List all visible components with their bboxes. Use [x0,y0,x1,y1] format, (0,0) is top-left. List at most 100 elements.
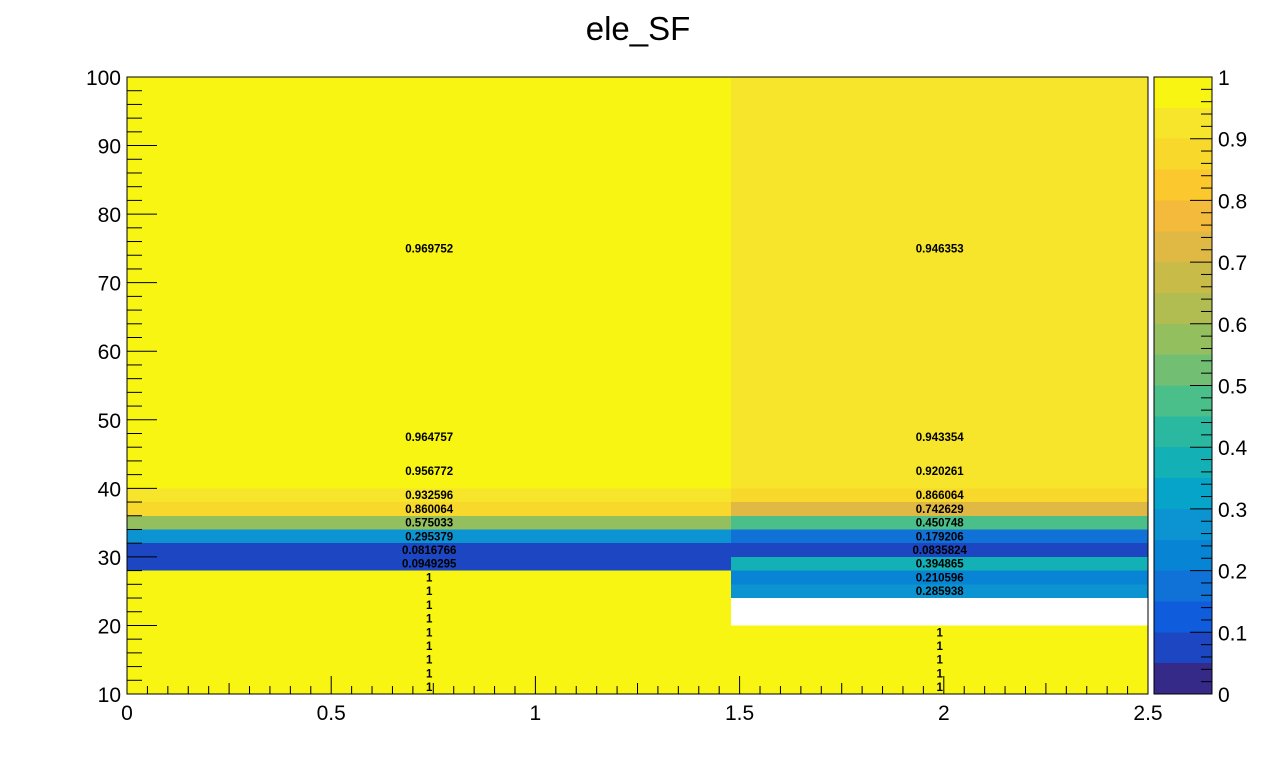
x-tick-label: 0 [121,702,133,725]
x-tick-label: 0.5 [317,702,346,725]
palette-swatch [1154,478,1212,509]
cell-value-label: 1 [937,641,944,653]
palette-swatch [1154,262,1212,293]
palette-swatch [1154,385,1212,417]
cell-value-label: 0.920261 [916,466,965,478]
heatmap-cell [731,584,1148,599]
cell-value-label: 0.295379 [405,531,453,543]
heatmap-cell [127,515,732,530]
x-tick-label: 1.5 [725,702,754,725]
cell-value-label: 1 [426,614,433,626]
palette-tick-label: 0.3 [1218,499,1247,522]
palette-swatch [1154,354,1212,386]
heatmap-cell [731,639,1148,653]
cell-value-label: 1 [426,682,433,694]
y-tick-label: 100 [86,67,121,90]
cell-value-label: 0.943354 [916,432,965,444]
palette-tick-label: 0.9 [1218,129,1247,152]
y-tick-label: 70 [98,273,121,296]
palette-swatch [1154,107,1212,139]
heatmap-cell [127,529,732,544]
cell-value-label: 0.285938 [916,586,965,598]
y-tick-label: 30 [98,547,121,570]
palette-swatch [1154,323,1212,355]
cell-value-label: 0.394865 [916,559,965,571]
cell-labels-layer: 1111111110.09492950.08167660.2953790.575… [402,243,967,694]
heatmap-cell [731,502,1148,516]
cell-value-label: 1 [426,600,433,612]
cell-value-label: 1 [937,655,944,667]
y-tick-label: 50 [98,410,121,433]
cell-value-label: 0.575033 [405,518,453,530]
cell-value-label: 0.0835824 [913,545,968,557]
palette-swatch [1154,77,1212,108]
heatmap-cell [731,543,1148,557]
heatmap-cell [731,529,1148,544]
heatmap-cell [127,556,732,571]
heatmap-cell [731,680,1148,694]
heatmap-cell [731,515,1148,530]
cell-value-label: 0.964757 [405,432,453,444]
heatmap-cell [127,598,732,612]
cell-value-label: 1 [426,641,433,653]
y-tick-label: 90 [98,136,121,159]
palette-swatch [1154,447,1212,479]
heatmap-cell [127,454,732,489]
palette-swatch [1154,169,1212,201]
cell-value-label: 0.179206 [916,531,964,543]
palette-swatch [1154,138,1212,170]
heatmap-cell [127,584,732,599]
heatmap-cell [731,556,1148,571]
x-tick-label: 1 [530,702,542,725]
palette-tick-label: 0.6 [1218,314,1247,337]
palette-tick-label: 0.1 [1218,622,1247,645]
cell-value-label: 0.956772 [405,466,453,478]
cell-value-label: 0.946353 [916,243,964,255]
cells-layer [127,77,1148,694]
heatmap-cell [731,625,1148,640]
palette-swatch [1154,416,1212,448]
y-tick-label: 10 [98,684,121,707]
chart-title: ele_SF [586,10,691,47]
cell-value-label: 0.210596 [916,572,964,584]
palette-tick-label: 1 [1218,67,1230,90]
heatmap-cell [731,488,1148,503]
heatmap-cell [127,639,732,653]
palette-swatch [1154,292,1212,324]
heatmap-cell [127,570,732,585]
cell-value-label: 0.860064 [405,504,454,516]
cell-value-label: 0.450748 [916,518,965,530]
cell-value-label: 1 [426,586,433,598]
cell-value-label: 0.742629 [916,504,964,516]
cell-value-label: 1 [426,572,433,584]
x-tick-label: 2 [938,702,950,725]
palette-swatch [1154,632,1212,664]
cell-value-label: 0.969752 [405,243,453,255]
heatmap-cell [127,77,732,420]
axes-layer: 0 0.5 1 1.5 2 2.5 10 20 30 40 50 60 70 80 90 100 [86,67,1163,725]
cell-value-label: 1 [426,668,433,680]
heatmap-cell [127,666,732,681]
y-tick-label: 40 [98,478,121,501]
heatmap-cell [731,652,1148,667]
palette-tick-label: 0 [1218,684,1230,707]
palette-tick-label: 0.5 [1218,376,1247,399]
heatmap-cell [731,570,1148,585]
palette-swatch [1154,570,1212,602]
heatmap-cell [731,666,1148,681]
cell-value-label: 0.0949295 [402,559,457,571]
heatmap-cell [127,652,732,667]
cell-value-label: 1 [937,668,944,680]
palette-swatch [1154,508,1212,540]
cell-value-label: 0.0816766 [402,545,456,557]
palette-swatch [1154,231,1212,263]
heatmap-cell [127,543,732,557]
heatmap-cell [731,454,1148,489]
y-tick-label: 60 [98,341,121,364]
palette-tick-label: 0.8 [1218,190,1247,213]
palette-tick-label: 0.7 [1218,252,1247,275]
heatmap-cell [127,611,732,626]
y-tick-label: 80 [98,204,121,227]
color-palette: 0 0.1 0.2 0.3 0.4 0.5 0.6 0.7 0.8 0.9 1 [1153,67,1248,707]
